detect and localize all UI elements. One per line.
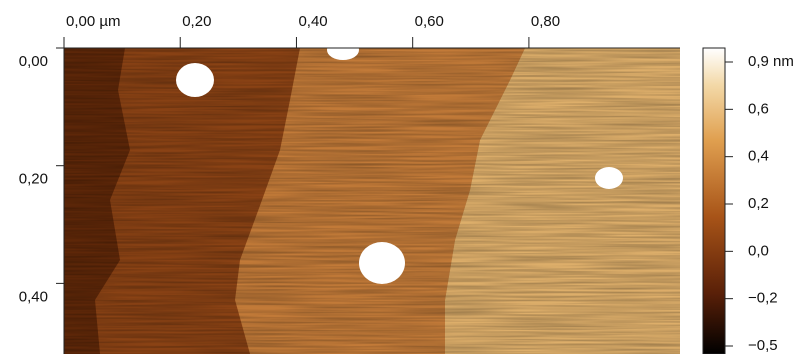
y-tick-label: 0,00 <box>19 53 48 70</box>
x-tick-label: 0,60 <box>415 13 444 30</box>
x-tick-label: 0,20 <box>182 13 211 30</box>
x-tick-label: 0,00 µm <box>66 13 121 30</box>
afm-image <box>64 48 680 354</box>
colorbar-tick-label: 0,9 nm <box>748 53 794 70</box>
colorbar-tick-label: 0,4 <box>748 148 769 165</box>
colorbar <box>702 47 726 355</box>
x-tick-label: 0,80 <box>531 13 560 30</box>
x-tick-label: 0,40 <box>298 13 327 30</box>
colorbar-tick-label: 0,6 <box>748 100 769 117</box>
colorbar-tick-label: −0,2 <box>748 290 778 307</box>
colorbar-tick-label: 0,0 <box>748 242 769 259</box>
colorbar-tick-label: −0,5 <box>748 337 778 354</box>
y-tick-label: 0,40 <box>19 288 48 305</box>
colorbar-tick-label: 0,2 <box>748 195 769 212</box>
y-tick-label: 0,20 <box>19 171 48 188</box>
